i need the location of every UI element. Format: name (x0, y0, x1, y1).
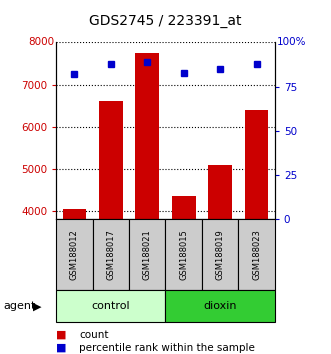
Text: agent: agent (3, 301, 36, 311)
Bar (56, 290, 166, 322)
Bar (93, 219, 129, 290)
Text: GDS2745 / 223391_at: GDS2745 / 223391_at (89, 14, 242, 28)
Text: 100%: 100% (277, 38, 307, 47)
Bar (172, 196, 196, 219)
Bar (245, 110, 268, 219)
Text: GSM188017: GSM188017 (106, 229, 116, 280)
Text: GSM188023: GSM188023 (252, 229, 261, 280)
Text: GSM188019: GSM188019 (215, 229, 225, 280)
Bar (99, 102, 123, 219)
Bar (202, 219, 238, 290)
Text: 8000: 8000 (28, 38, 54, 47)
Bar (166, 290, 275, 322)
Text: dioxin: dioxin (203, 301, 237, 311)
Text: percentile rank within the sample: percentile rank within the sample (79, 343, 255, 353)
Bar (56, 219, 93, 290)
Text: count: count (79, 330, 109, 339)
Text: ▶: ▶ (33, 301, 42, 311)
Bar (238, 219, 275, 290)
Text: GSM188015: GSM188015 (179, 229, 188, 280)
Bar (135, 53, 159, 219)
Text: GSM188012: GSM188012 (70, 229, 79, 280)
Bar (129, 219, 166, 290)
Bar (63, 209, 86, 219)
Text: ■: ■ (56, 330, 67, 339)
Text: control: control (92, 301, 130, 311)
Text: GSM188021: GSM188021 (143, 229, 152, 280)
Bar (208, 165, 232, 219)
Bar (166, 219, 202, 290)
Text: ■: ■ (56, 343, 67, 353)
